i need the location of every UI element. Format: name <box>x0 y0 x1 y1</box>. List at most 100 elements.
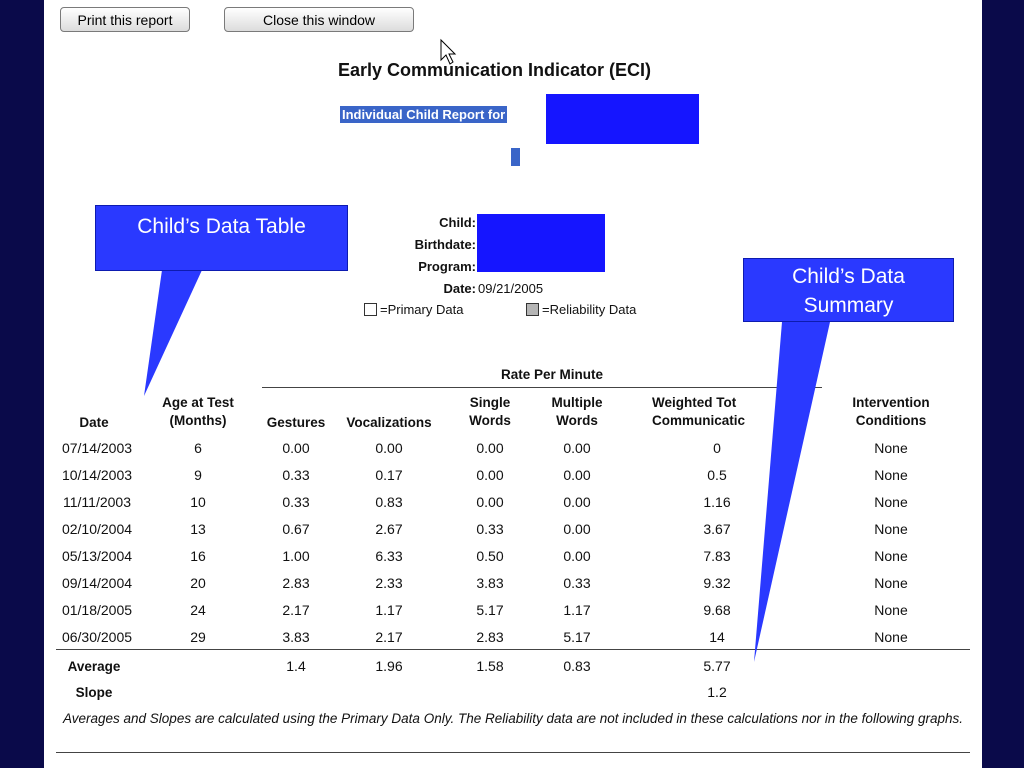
cell-date: 02/10/2004 <box>61 521 133 537</box>
cell-single: 0.00 <box>476 440 504 456</box>
cell-intervention: None <box>874 602 908 618</box>
summary-rule <box>56 649 970 650</box>
cell-gestures: 1.00 <box>282 548 310 564</box>
cell-vocalizations: 2.17 <box>375 629 403 645</box>
cell-gestures: 0.33 <box>282 467 310 483</box>
cell-vocalizations: 0.00 <box>375 440 403 456</box>
redacted-marker <box>511 148 520 166</box>
col-vocalizations-header: Vocalizations <box>346 415 432 430</box>
cell-intervention: None <box>874 575 908 591</box>
primary-swatch-icon <box>364 303 377 316</box>
cell-date: 10/14/2003 <box>61 467 133 483</box>
summary-callout-line1: Child’s Data <box>792 265 905 288</box>
cell-single: 0.33 <box>476 521 504 537</box>
rate-per-minute-header: Rate Per Minute <box>500 367 604 382</box>
cell-weighted: 0.5 <box>707 467 727 483</box>
cell-age: 29 <box>190 629 206 645</box>
cell-gestures: 2.17 <box>282 602 310 618</box>
cell-intervention: None <box>874 521 908 537</box>
legend-reliability: =Reliability Data <box>526 302 636 317</box>
cell-multiple: 0.00 <box>563 440 591 456</box>
cell-weighted: 0 <box>713 440 721 456</box>
cell-gestures: 3.83 <box>282 629 310 645</box>
cell-intervention: None <box>874 629 908 645</box>
cell-vocalizations: 6.33 <box>375 548 403 564</box>
summary-callout-line2: Summary <box>803 294 894 317</box>
cell-date: 09/14/2004 <box>61 575 133 591</box>
cell-multiple: 0.00 <box>563 521 591 537</box>
cell-vocalizations: 0.83 <box>375 494 403 510</box>
summary-callout: Child’s Data Summary <box>743 258 954 322</box>
col-single-header-line2: Words <box>469 413 511 428</box>
col-weighted-header-line2: Communicatic <box>652 413 746 428</box>
cell-date: 11/11/2003 <box>63 494 131 510</box>
print-report-button[interactable]: Print this report <box>60 7 190 32</box>
col-multiple-header-line2: Words <box>556 413 598 428</box>
col-multiple-header-line1: Multiple <box>551 395 603 410</box>
col-date-header: Date <box>79 415 109 430</box>
cell-age: 16 <box>190 548 206 564</box>
col-age-header-line2: (Months) <box>169 413 227 428</box>
redacted-child-name <box>546 94 699 144</box>
cell-single: 2.83 <box>476 629 504 645</box>
birthdate-label: Birthdate: <box>414 237 476 252</box>
cell-multiple: 0.00 <box>563 548 591 564</box>
report-title: Early Communication Indicator (ECI) <box>338 60 652 80</box>
legend-primary-label: =Primary Data <box>380 302 464 317</box>
cell-gestures: 2.83 <box>282 575 310 591</box>
report-window: Print this report Close this window Earl… <box>44 0 982 768</box>
bottom-rule <box>56 752 970 753</box>
cell-single: 0.50 <box>476 548 504 564</box>
cell-single: 0.00 <box>476 467 504 483</box>
program-label: Program: <box>418 259 476 274</box>
mouse-cursor-overlay <box>440 38 457 65</box>
table-callout-pointer <box>144 270 202 396</box>
date-label: Date: <box>443 281 476 296</box>
slope-label: Slope <box>75 685 113 700</box>
cell-weighted: 3.67 <box>703 521 731 537</box>
cell-age: 13 <box>190 521 206 537</box>
cell-intervention: None <box>874 440 908 456</box>
summary-callout-pointer <box>754 322 830 662</box>
group-header-rule <box>262 387 822 388</box>
cell-single: 3.83 <box>476 575 504 591</box>
cell-multiple: 0.00 <box>563 494 591 510</box>
cell-gestures: 0.00 <box>282 440 310 456</box>
cell-weighted: 1.16 <box>703 494 731 510</box>
cell-date: 01/18/2005 <box>61 602 133 618</box>
cell-weighted: 9.68 <box>703 602 731 618</box>
col-gestures-header: Gestures <box>266 415 326 430</box>
cell-weighted: 7.83 <box>703 548 731 564</box>
cell-multiple: 1.17 <box>563 602 591 618</box>
col-age-header-line1: Age at Test <box>162 395 234 410</box>
cell-single: 5.17 <box>476 602 504 618</box>
average-vocalizations: 1.96 <box>375 658 403 674</box>
callout-pointers <box>144 270 830 662</box>
cell-age: 20 <box>190 575 206 591</box>
col-intervention-header-line1: Intervention <box>852 395 930 410</box>
cell-date: 05/13/2004 <box>61 548 133 564</box>
reliability-swatch-icon <box>526 303 539 316</box>
cell-age: 10 <box>190 494 206 510</box>
legend-reliability-label: =Reliability Data <box>542 302 637 317</box>
average-multiple-words: 0.83 <box>563 658 591 674</box>
col-weighted-header-line1: Weighted Tot <box>652 395 737 410</box>
cell-age: 24 <box>190 602 206 618</box>
slope-weighted: 1.2 <box>707 684 727 700</box>
average-weighted: 5.77 <box>703 658 731 674</box>
mouse-cursor-icon <box>440 38 457 65</box>
cell-age: 9 <box>194 467 202 483</box>
cell-date: 06/30/2005 <box>61 629 133 645</box>
cell-multiple: 0.33 <box>563 575 591 591</box>
average-gestures: 1.4 <box>286 658 306 674</box>
cell-intervention: None <box>874 548 908 564</box>
average-single-words: 1.58 <box>476 658 504 674</box>
cell-gestures: 0.33 <box>282 494 310 510</box>
report-subtitle: Individual Child Report for <box>340 106 508 123</box>
close-window-button[interactable]: Close this window <box>224 7 414 32</box>
cell-intervention: None <box>874 494 908 510</box>
cell-intervention: None <box>874 467 908 483</box>
cell-vocalizations: 1.17 <box>375 602 403 618</box>
col-intervention-header-line2: Conditions <box>855 413 927 428</box>
cell-date: 07/14/2003 <box>61 440 133 456</box>
